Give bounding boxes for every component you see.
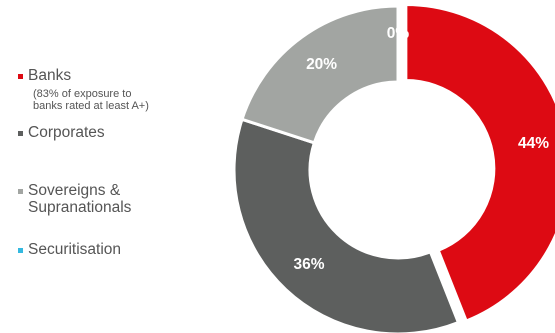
legend-item-sovereigns: Sovereigns & Supranationals [18,182,218,216]
slice-corporates [232,117,461,333]
donut-labels: 44% 36% 20% 0% [293,25,549,273]
legend-label-securitisation: Securitisation [28,241,122,258]
legend-item-banks: Banks (83% of exposure to banks rated at … [18,67,218,112]
slice-sovereigns-supranationals [240,4,400,145]
legend-label-sovereigns: Sovereigns & Supranationals [28,182,132,216]
slice-label-banks: 44% [518,135,549,152]
donut-slices [232,2,555,333]
legend-swatch-banks [18,74,23,79]
legend-swatch-corporates [18,131,23,136]
legend-swatch-sovereigns [18,189,23,194]
slice-label-sovereigns-supranationals: 20% [306,56,337,73]
slice-banks [404,2,555,323]
legend-item-corporates: Corporates [18,124,218,141]
slice-label-corporates: 36% [293,256,324,273]
legend-note-banks-text: (83% of exposure to banks rated at least … [33,88,149,112]
legend-swatch-securitisation [18,248,23,253]
legend: Banks (83% of exposure to banks rated at … [18,0,218,333]
legend-label-banks: Banks [28,67,72,84]
slice-label-securitisation: 0% [387,25,410,42]
legend-item-securitisation: Securitisation [18,241,218,258]
legend-note-banks: (83% of exposure to banks rated at least … [33,88,218,112]
legend-label-corporates: Corporates [28,124,105,141]
